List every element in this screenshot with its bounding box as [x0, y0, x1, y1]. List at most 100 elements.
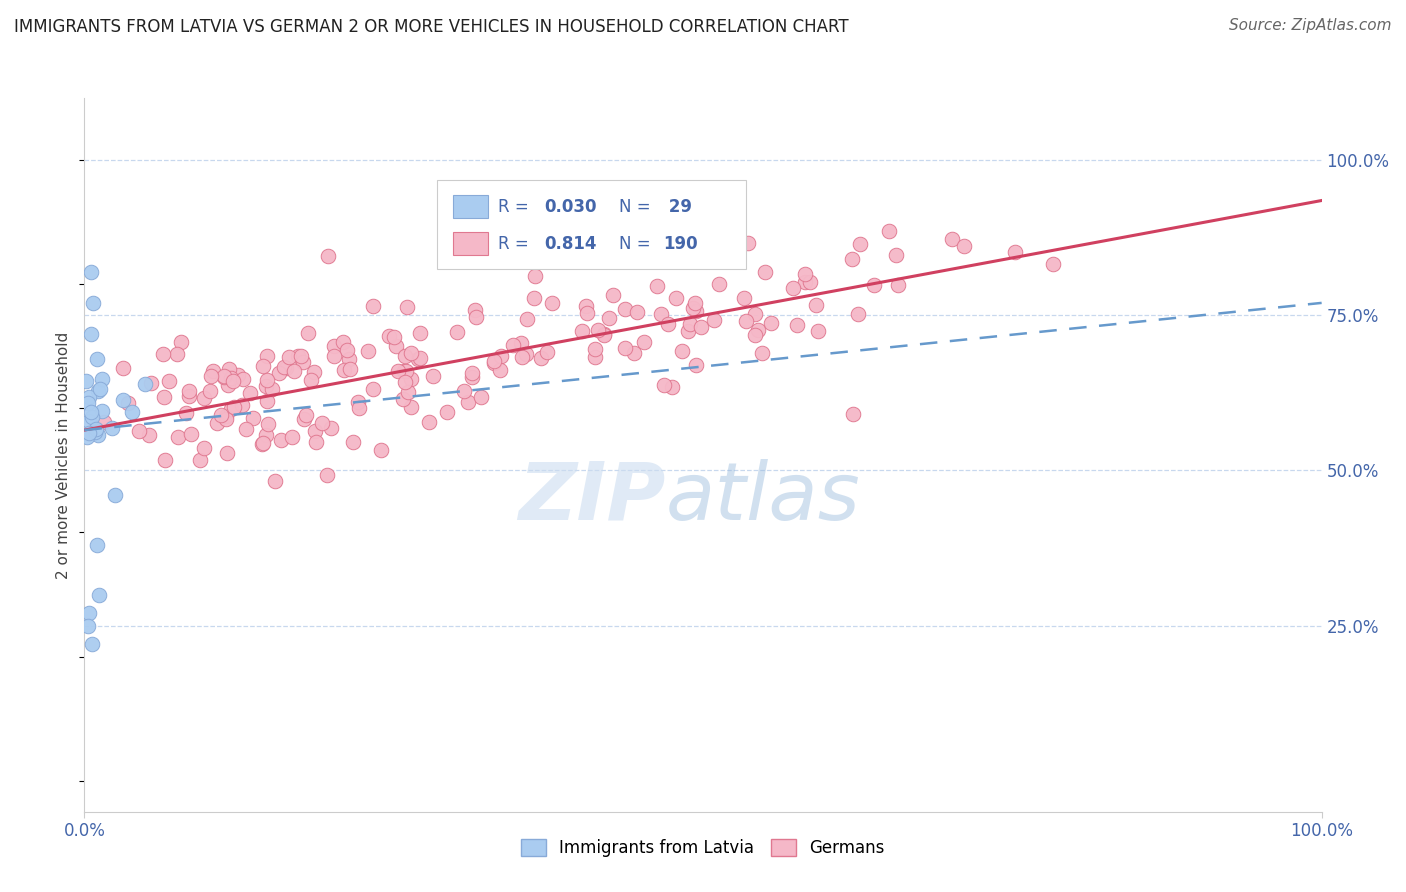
Legend: Immigrants from Latvia, Germans: Immigrants from Latvia, Germans — [515, 832, 891, 864]
Text: atlas: atlas — [666, 458, 860, 537]
Point — [215, 409, 238, 423]
Point — [77, 395, 100, 409]
Point — [321, 421, 343, 435]
Point — [80, 405, 103, 419]
Point — [382, 329, 405, 343]
Point — [744, 307, 766, 321]
Point — [212, 370, 235, 384]
Point — [754, 265, 776, 279]
Point — [409, 351, 432, 366]
Point — [219, 371, 242, 385]
Point — [287, 349, 309, 363]
Point — [80, 637, 103, 651]
Point — [482, 354, 505, 368]
Point — [361, 299, 384, 313]
Point — [222, 400, 245, 414]
Point — [256, 394, 278, 409]
Point — [179, 384, 201, 398]
Point — [281, 430, 304, 444]
Point — [530, 351, 553, 365]
Point — [470, 390, 492, 404]
Text: 0.814: 0.814 — [544, 235, 598, 252]
Point — [575, 306, 598, 320]
Point — [886, 248, 908, 262]
Point — [91, 404, 114, 418]
Point — [418, 416, 440, 430]
Point — [941, 232, 963, 246]
Point — [239, 386, 262, 401]
Point — [461, 366, 484, 380]
Point — [370, 442, 392, 457]
Point — [86, 351, 108, 366]
Point — [685, 359, 707, 373]
Point — [86, 538, 108, 552]
Point — [652, 377, 675, 392]
Point — [583, 342, 606, 356]
Point — [292, 412, 315, 426]
Point — [82, 296, 104, 310]
Point — [77, 618, 100, 632]
Point — [392, 364, 415, 378]
Point — [863, 278, 886, 293]
Point — [134, 376, 156, 391]
Point — [270, 434, 292, 448]
Point — [613, 301, 636, 316]
Point — [571, 324, 593, 338]
Point — [346, 395, 368, 409]
Point — [406, 351, 429, 366]
Point — [744, 328, 766, 343]
Point — [209, 409, 232, 423]
Point — [87, 384, 110, 398]
Point — [222, 374, 245, 388]
Point — [807, 325, 830, 339]
Text: Source: ZipAtlas.com: Source: ZipAtlas.com — [1229, 18, 1392, 33]
Point — [277, 350, 299, 364]
Point — [761, 316, 783, 330]
Point — [782, 280, 804, 294]
Point — [1042, 257, 1064, 271]
Point — [322, 349, 344, 363]
Point — [79, 606, 101, 620]
Point — [75, 374, 97, 388]
Point — [602, 288, 624, 302]
Point — [523, 291, 546, 305]
Point — [489, 363, 512, 377]
Point — [464, 310, 486, 325]
FancyBboxPatch shape — [453, 195, 488, 218]
Point — [235, 422, 257, 436]
Point — [399, 400, 422, 414]
Point — [665, 292, 688, 306]
Point — [536, 344, 558, 359]
Point — [409, 326, 432, 341]
Point — [311, 416, 333, 430]
Point — [385, 339, 408, 353]
Point — [264, 474, 287, 488]
Point — [252, 437, 274, 451]
Point — [650, 307, 672, 321]
Point — [339, 361, 361, 376]
Point — [436, 405, 458, 419]
Point — [207, 416, 229, 430]
Point — [274, 360, 297, 375]
Point — [299, 372, 322, 386]
Point — [202, 363, 225, 377]
Point — [79, 326, 101, 341]
Point — [256, 378, 278, 392]
Point — [399, 372, 422, 386]
Point — [177, 389, 200, 403]
Point — [180, 427, 202, 442]
Point — [83, 425, 105, 439]
FancyBboxPatch shape — [453, 232, 488, 255]
Point — [689, 320, 711, 334]
Point — [260, 382, 283, 396]
Point — [794, 267, 817, 281]
Point — [304, 365, 326, 379]
Point — [786, 318, 808, 333]
Point — [112, 361, 135, 376]
Point — [842, 407, 865, 421]
Text: 29: 29 — [664, 198, 692, 216]
Point — [751, 346, 773, 360]
Point — [193, 442, 215, 456]
Point — [541, 296, 564, 310]
Point — [733, 291, 755, 305]
